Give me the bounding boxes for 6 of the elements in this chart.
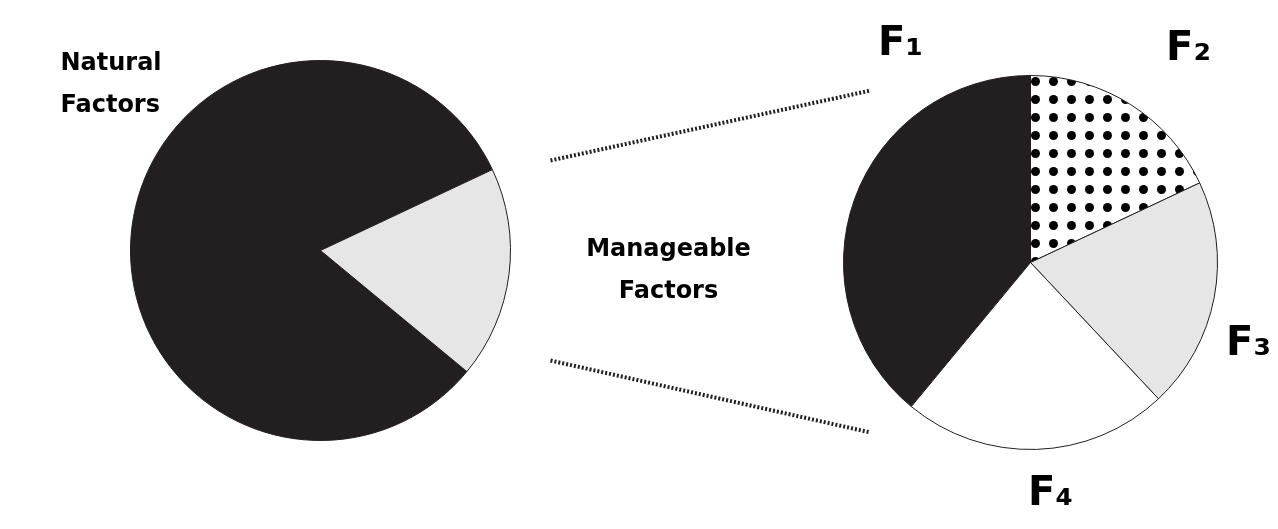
slice-label: Natural Factors xyxy=(60,47,162,118)
slice-label: F₁ xyxy=(878,17,923,64)
slice-label: F₃ xyxy=(1226,317,1271,364)
slice-label: Manageable Factors xyxy=(586,233,751,304)
slice-label: F₄ xyxy=(1028,467,1073,514)
slice-label: F₂ xyxy=(1166,22,1211,69)
